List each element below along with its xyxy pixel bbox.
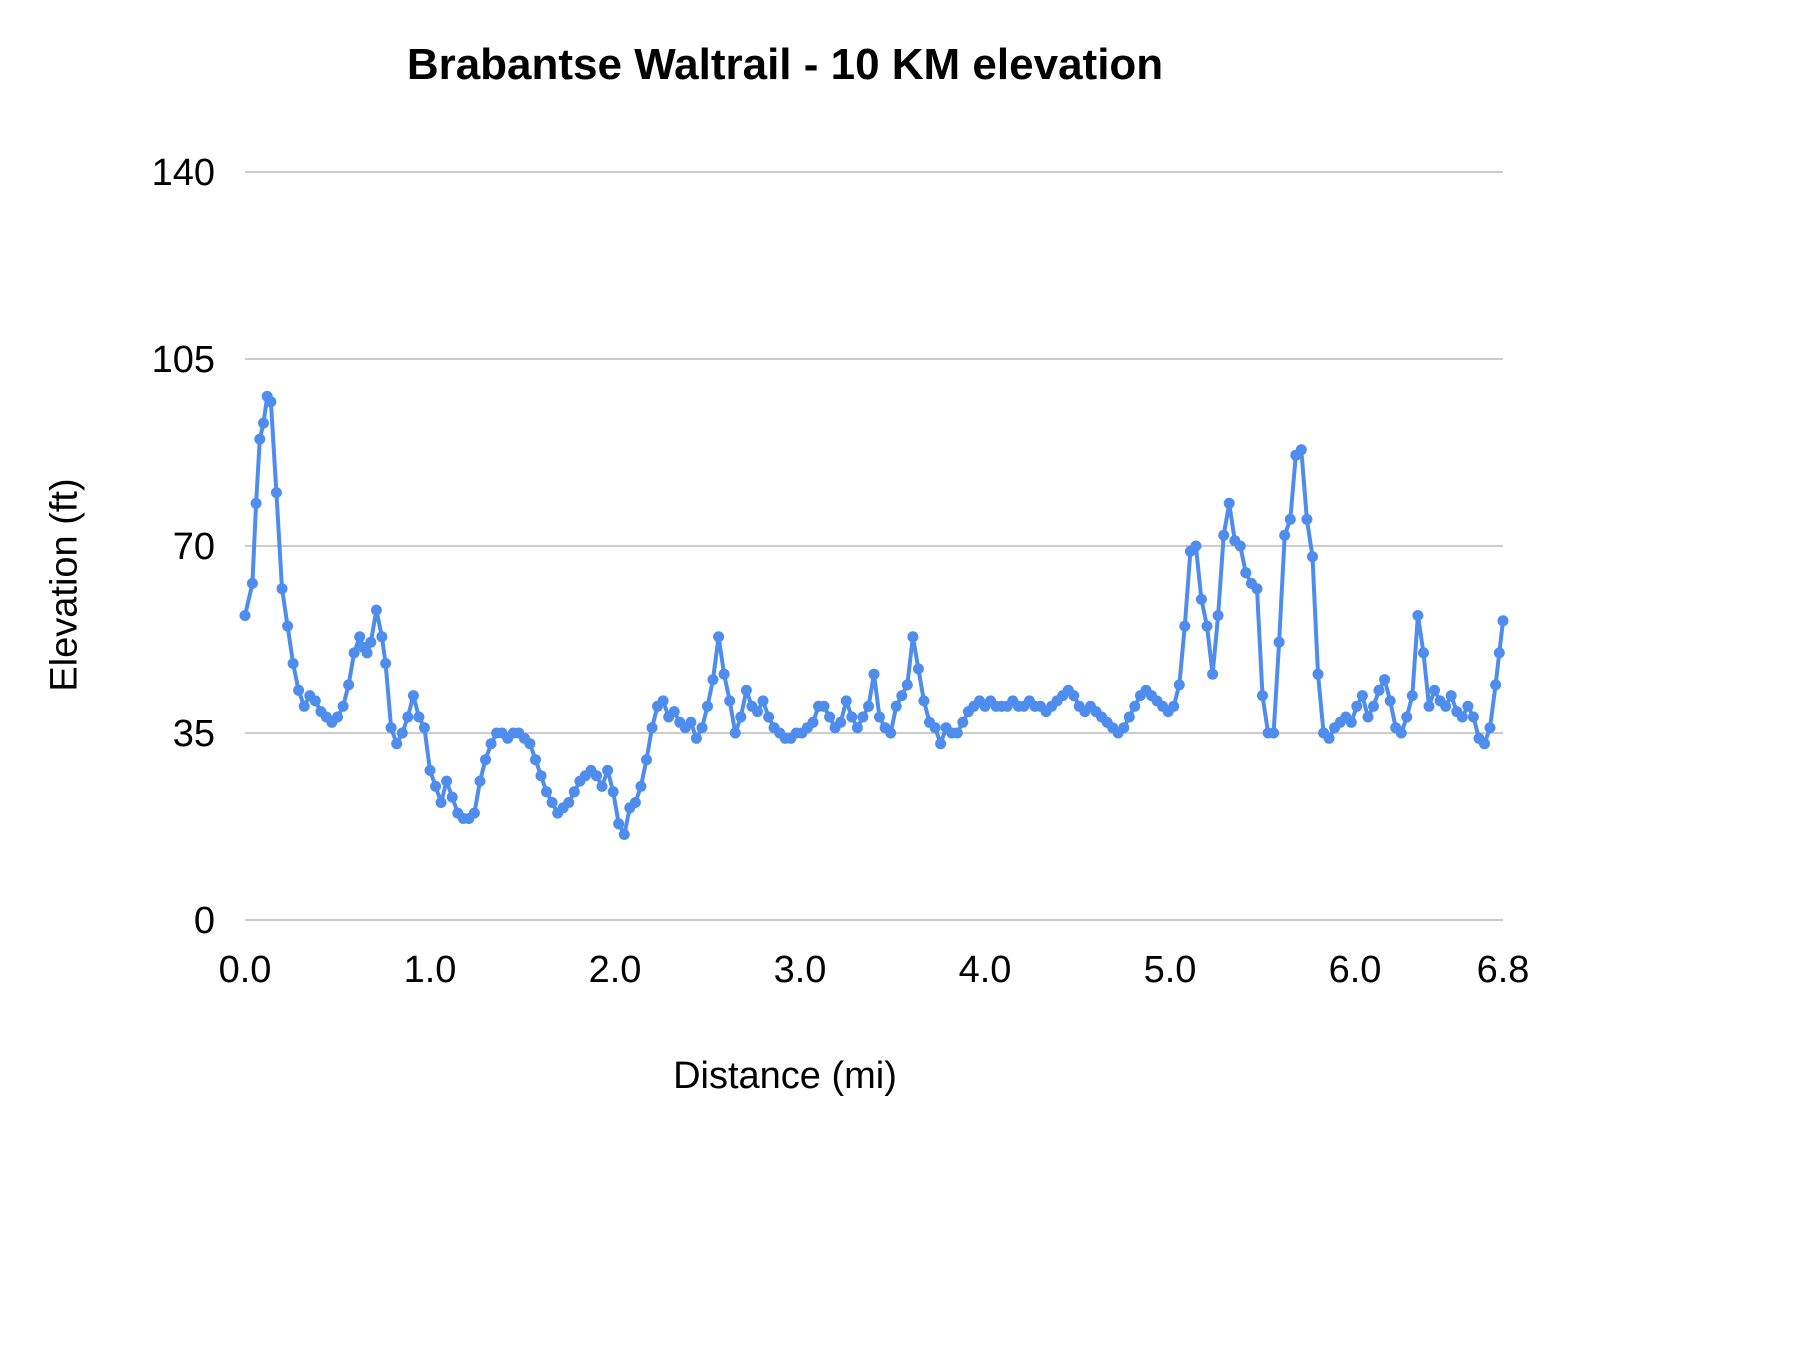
svg-text:6.8: 6.8 [1477, 949, 1530, 991]
svg-text:3.0: 3.0 [774, 949, 827, 991]
svg-text:4.0: 4.0 [959, 949, 1012, 991]
chart-title: Brabantse Waltrail - 10 KM elevation [406, 40, 1164, 89]
svg-text:70: 70 [173, 526, 215, 568]
x-axis-title: Distance (mi) [673, 1055, 897, 1097]
svg-text:1.0: 1.0 [404, 949, 457, 991]
elevation-points [239, 390, 1509, 840]
svg-text:2.0: 2.0 [589, 949, 642, 991]
svg-text:35: 35 [173, 713, 215, 755]
y-tick-labels: 0 35 70 105 140 [152, 152, 215, 942]
svg-text:105: 105 [152, 339, 215, 381]
svg-text:6.0: 6.0 [1329, 949, 1382, 991]
x-tick-labels: 0.0 1.0 2.0 3.0 4.0 5.0 6.0 6.8 [219, 949, 1530, 991]
gridlines [245, 171, 1503, 921]
svg-text:0.0: 0.0 [219, 949, 272, 991]
svg-text:140: 140 [152, 152, 215, 194]
svg-text:5.0: 5.0 [1144, 949, 1197, 991]
svg-text:0: 0 [194, 900, 215, 942]
